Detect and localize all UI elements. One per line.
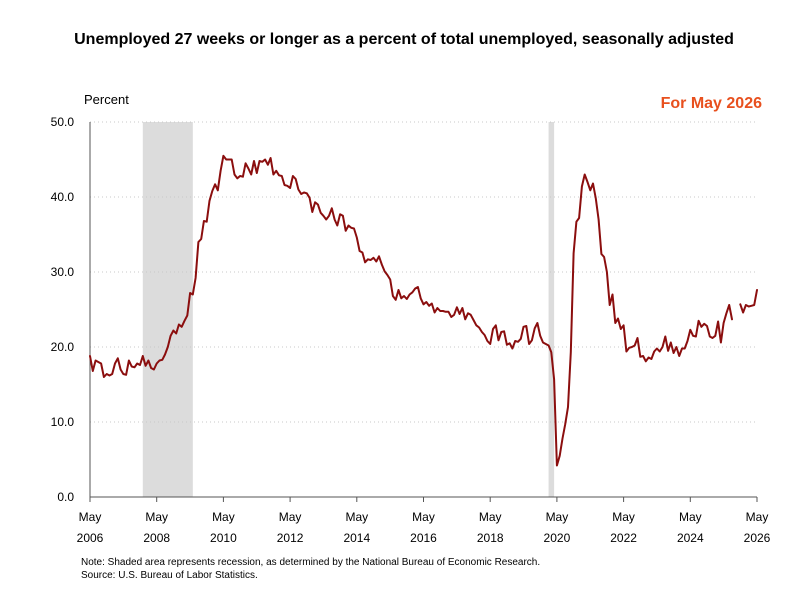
y-tick-label: 40.0 <box>51 190 75 204</box>
y-tick-label: 30.0 <box>51 265 75 279</box>
x-tick-label-month: May <box>412 510 435 524</box>
recession-band <box>142 122 193 497</box>
y-tick-label: 20.0 <box>51 340 75 354</box>
x-tick-label-month: May <box>746 510 769 524</box>
x-tick-label-month: May <box>546 510 569 524</box>
x-tick-label-month: May <box>145 510 168 524</box>
x-tick-label-year: 2010 <box>210 531 237 545</box>
x-tick-label-month: May <box>612 510 635 524</box>
y-tick-label: 0.0 <box>57 490 74 504</box>
y-tick-label: 50.0 <box>51 115 75 129</box>
x-tick-label-month: May <box>345 510 368 524</box>
y-tick-label: 10.0 <box>51 415 75 429</box>
x-tick-label-month: May <box>679 510 702 524</box>
x-tick-label-year: 2018 <box>477 531 504 545</box>
x-tick-label-month: May <box>79 510 102 524</box>
x-tick-label-month: May <box>212 510 235 524</box>
x-tick-label-month: May <box>479 510 502 524</box>
recession-note: Note: Shaded area represents recession, … <box>81 557 541 568</box>
x-tick-label-year: 2008 <box>143 531 170 545</box>
x-tick-label-year: 2026 <box>744 531 771 545</box>
chart-title: Unemployed 27 weeks or longer as a perce… <box>74 31 734 48</box>
x-tick-label-year: 2020 <box>544 531 571 545</box>
y-axis-label: Percent <box>84 92 129 107</box>
source-note: Source: U.S. Bureau of Labor Statistics. <box>81 570 258 581</box>
x-tick-label-year: 2024 <box>677 531 704 545</box>
series-line <box>89 154 758 467</box>
x-tick-label-year: 2022 <box>610 531 637 545</box>
x-tick-label-year: 2016 <box>410 531 437 545</box>
x-tick-label-year: 2012 <box>277 531 304 545</box>
period-badge: For May 2026 <box>660 95 762 112</box>
recession-band <box>548 122 555 497</box>
x-tick-label-year: 2006 <box>77 531 104 545</box>
x-tick-label-year: 2014 <box>343 531 370 545</box>
chart-notes: Note: Shaded area represents recession, … <box>81 556 540 582</box>
x-tick-label-month: May <box>279 510 302 524</box>
